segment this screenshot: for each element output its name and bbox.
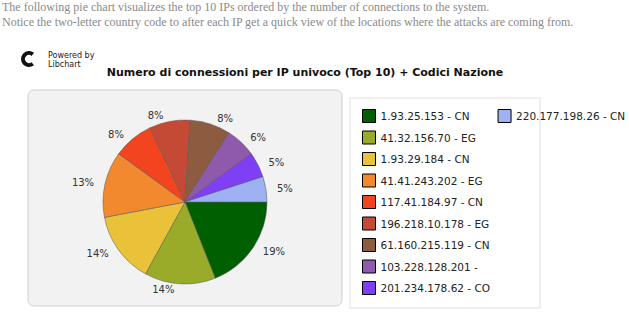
- svg-text:103.228.128.201 -: 103.228.128.201 -: [381, 261, 479, 273]
- svg-text:1.93.25.153 - CN: 1.93.25.153 - CN: [381, 110, 470, 122]
- svg-text:8%: 8%: [148, 110, 164, 121]
- svg-text:8%: 8%: [108, 129, 124, 140]
- svg-text:1.93.29.184 - CN: 1.93.29.184 - CN: [381, 153, 470, 165]
- svg-text:Libchart: Libchart: [48, 60, 81, 69]
- svg-text:13%: 13%: [72, 177, 94, 188]
- svg-text:Numero di connessioni per IP u: Numero di connessioni per IP univoco (To…: [107, 66, 504, 79]
- svg-text:220.177.198.26 - CN: 220.177.198.26 - CN: [516, 110, 625, 122]
- svg-text:14%: 14%: [152, 284, 174, 295]
- svg-text:6%: 6%: [250, 132, 266, 143]
- svg-text:Powered by: Powered by: [48, 51, 95, 60]
- svg-text:The following pie chart visual: The following pie chart visualizes the t…: [2, 0, 489, 14]
- svg-text:41.32.156.70 - EG: 41.32.156.70 - EG: [381, 132, 476, 144]
- svg-text:61.160.215.119 - CN: 61.160.215.119 - CN: [381, 239, 490, 251]
- svg-text:41.41.243.202 - EG: 41.41.243.202 - EG: [381, 175, 483, 187]
- svg-text:Notice the two-letter country: Notice the two-letter country code to af…: [2, 15, 573, 29]
- svg-text:196.218.10.178 - EG: 196.218.10.178 - EG: [381, 218, 490, 230]
- svg-text:5%: 5%: [277, 183, 293, 194]
- svg-text:5%: 5%: [268, 157, 284, 168]
- svg-text:8%: 8%: [217, 113, 233, 124]
- svg-text:14%: 14%: [87, 248, 109, 259]
- svg-text:201.234.178.62 - CO: 201.234.178.62 - CO: [381, 282, 491, 294]
- svg-text:19%: 19%: [263, 246, 285, 257]
- svg-text:117.41.184.97 - CN: 117.41.184.97 - CN: [381, 196, 483, 208]
